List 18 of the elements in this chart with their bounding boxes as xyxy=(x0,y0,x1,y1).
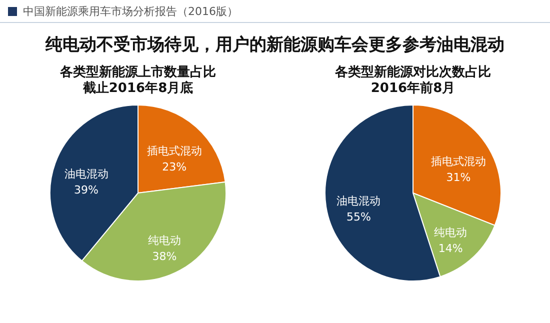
slice-label: 油电混动 xyxy=(336,194,380,208)
data-label: 38% xyxy=(152,250,176,264)
text: 中国新能源乘用车市场分析报告（2016版） xyxy=(23,4,238,18)
chart-title: 各类型新能源对比次数占比 xyxy=(334,64,490,80)
data-label: 55% xyxy=(346,210,370,224)
chart-subtitle: 截止2016年8月底 xyxy=(81,80,193,96)
data-label: 23% xyxy=(162,160,186,174)
data-label: 39% xyxy=(74,183,98,196)
data-label: 14% xyxy=(438,242,462,256)
data-label: 31% xyxy=(446,171,470,184)
text: 纯电动不受市场待见，用户的新能源购车会更多参考油电混动 xyxy=(44,34,506,56)
slice-label: 油电混动 xyxy=(64,167,108,180)
slice-label: 纯电动 xyxy=(147,234,180,248)
chart-title: 各类型新能源上市数量占比 xyxy=(58,64,216,80)
slice-label: 插电式混动 xyxy=(146,144,202,158)
chart-subtitle: 2016年前8月 xyxy=(370,81,455,96)
slice-label: 插电式混动 xyxy=(430,155,486,168)
slice-label: 纯电动 xyxy=(434,226,467,240)
